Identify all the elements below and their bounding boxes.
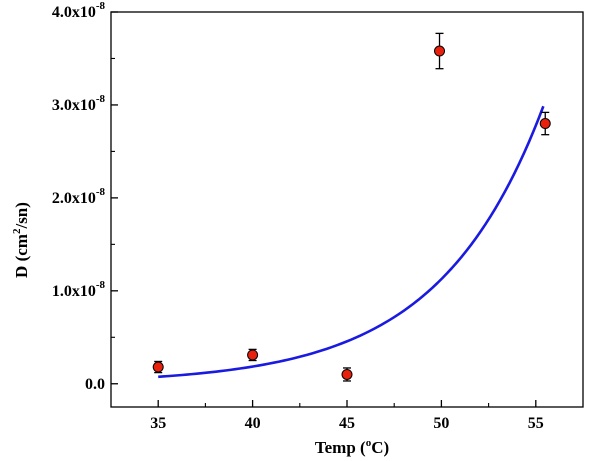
y-axis-title: D (cm2/sn) bbox=[11, 202, 31, 278]
data-points-layer bbox=[152, 32, 551, 382]
fit-curve-layer bbox=[158, 105, 545, 379]
y-tick-label: 2.0x10-8 bbox=[52, 186, 106, 207]
data-point bbox=[341, 368, 353, 380]
y-axis: 0.0 1.0x10-8 2.0x10-8 3.0x10-8 4.0x10-8 bbox=[52, 0, 118, 393]
y-tick-label: 1.0x10-8 bbox=[52, 279, 106, 300]
data-point bbox=[152, 361, 164, 373]
y-tick-label: 4.0x10-8 bbox=[52, 0, 106, 21]
data-point bbox=[247, 349, 259, 361]
data-point bbox=[539, 118, 551, 130]
x-tick-label: 45 bbox=[339, 415, 355, 432]
x-axis-title: Temp (oC) bbox=[315, 437, 389, 457]
data-point bbox=[434, 45, 446, 57]
x-tick-label: 50 bbox=[433, 415, 449, 432]
y-tick-label: 3.0x10-8 bbox=[52, 93, 106, 114]
fit-curve bbox=[158, 105, 545, 379]
x-tick-label: 55 bbox=[528, 415, 544, 432]
x-tick-label: 40 bbox=[245, 415, 261, 432]
x-axis: 35 40 45 50 55 bbox=[150, 400, 544, 432]
x-tick-label: 35 bbox=[150, 415, 166, 432]
y-tick-label: 0.0 bbox=[85, 376, 105, 393]
